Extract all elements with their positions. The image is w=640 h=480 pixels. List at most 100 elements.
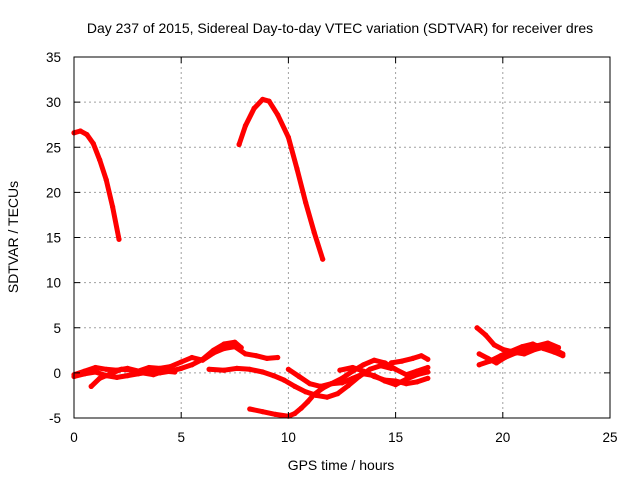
data-point	[320, 256, 326, 262]
y-tick-label: 10	[46, 276, 61, 291]
y-tick-label: -5	[49, 411, 61, 426]
data-point	[303, 389, 309, 395]
data-point	[150, 372, 156, 378]
data-point	[172, 369, 178, 375]
data-point	[118, 366, 124, 372]
data-point	[114, 374, 120, 380]
data-point	[266, 98, 272, 104]
data-point	[560, 353, 566, 359]
data-point	[210, 347, 216, 353]
data-point	[483, 332, 489, 338]
data-point	[540, 345, 547, 352]
data-point	[221, 367, 227, 373]
data-point	[403, 381, 409, 387]
data-point	[110, 204, 116, 210]
data-point	[360, 362, 366, 368]
y-axis-title: SDTVAR / TECUs	[5, 181, 21, 293]
data-point	[303, 199, 309, 205]
data-point	[345, 382, 351, 389]
series-trace-2	[236, 96, 326, 262]
series-layer	[71, 96, 566, 419]
data-point	[523, 346, 530, 352]
data-point	[294, 166, 300, 172]
data-point	[360, 368, 366, 374]
data-point	[77, 128, 83, 134]
data-point	[292, 410, 298, 417]
data-point	[200, 356, 206, 362]
data-point	[247, 366, 253, 372]
tick-layer: 0 5 10 15 20 25 -5 0 5 10 15 20 25 30 35	[46, 50, 618, 445]
data-point	[393, 378, 399, 384]
data-point	[491, 342, 497, 348]
y-tick-label: 5	[53, 321, 61, 336]
y-tick-label: 0	[53, 366, 61, 381]
data-point	[414, 379, 420, 385]
data-point	[474, 325, 480, 331]
data-point	[339, 380, 345, 386]
data-point	[97, 375, 103, 381]
x-tick-label: 20	[495, 430, 510, 445]
x-axis-title: GPS time / hours	[288, 457, 395, 473]
data-point	[236, 141, 242, 148]
data-point	[103, 177, 109, 183]
data-point	[264, 355, 270, 361]
data-point	[382, 360, 388, 366]
data-point	[84, 132, 90, 138]
data-point	[92, 364, 98, 371]
grid-layer	[74, 57, 610, 418]
x-tick-label: 10	[281, 430, 296, 445]
data-point	[425, 356, 431, 362]
data-point	[82, 371, 88, 377]
data-point	[161, 368, 167, 374]
data-point	[247, 406, 253, 412]
data-point	[388, 360, 394, 366]
data-point	[476, 362, 482, 368]
data-point	[242, 123, 249, 129]
data-point	[97, 157, 103, 163]
data-point	[425, 364, 431, 371]
data-point	[425, 369, 431, 375]
y-tick-label: 20	[46, 185, 61, 200]
data-point	[103, 366, 109, 372]
data-point	[350, 375, 356, 381]
data-point	[146, 364, 152, 371]
data-point	[189, 354, 195, 361]
data-point	[116, 236, 122, 242]
data-point	[238, 345, 244, 351]
data-point	[502, 354, 508, 361]
data-point	[281, 377, 287, 383]
data-point	[260, 409, 266, 415]
data-point	[178, 359, 184, 365]
data-point	[551, 349, 557, 355]
data-point	[418, 353, 424, 359]
data-point	[307, 381, 313, 387]
data-point	[403, 376, 409, 382]
data-point	[260, 369, 266, 375]
data-point	[253, 353, 259, 359]
data-point	[107, 371, 113, 377]
data-point	[337, 367, 343, 373]
data-point	[414, 372, 420, 378]
data-point	[242, 351, 249, 357]
data-point	[275, 354, 281, 361]
data-point	[311, 391, 317, 398]
data-point	[534, 343, 540, 349]
data-point	[382, 377, 388, 383]
data-point	[393, 366, 399, 372]
data-point	[425, 375, 431, 381]
chart-title: Day 237 of 2015, Sidereal Day-to-day VTE…	[87, 20, 593, 36]
data-point	[88, 383, 94, 389]
data-point	[178, 365, 184, 371]
data-point	[251, 105, 257, 111]
y-tick-label: 25	[46, 140, 61, 155]
data-point	[493, 360, 499, 366]
data-point	[476, 351, 482, 357]
data-point	[555, 345, 562, 351]
data-point	[371, 373, 377, 380]
data-point	[545, 340, 551, 346]
data-point	[410, 355, 416, 361]
data-point	[399, 358, 405, 364]
x-tick-label: 5	[177, 430, 185, 445]
data-point	[350, 364, 356, 371]
